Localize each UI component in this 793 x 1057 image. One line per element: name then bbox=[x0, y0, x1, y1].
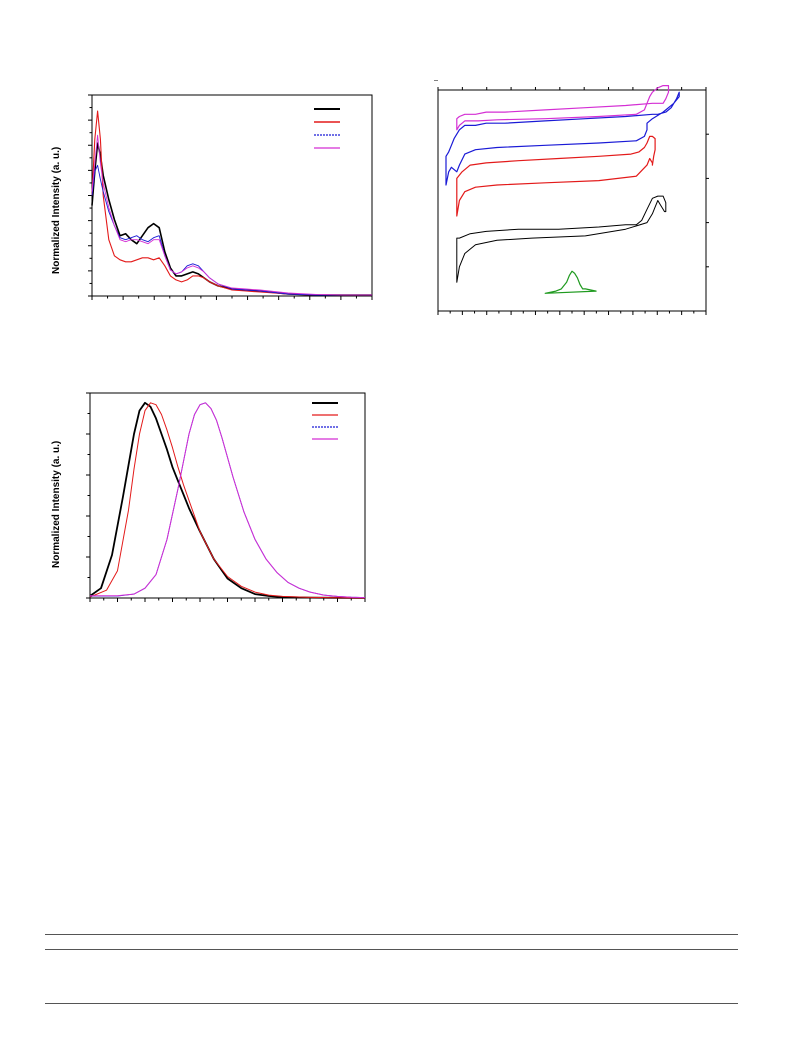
series-line-4 bbox=[91, 134, 372, 296]
series-line-3 bbox=[445, 91, 680, 186]
table-rule-mid bbox=[45, 949, 738, 950]
series-line-4 bbox=[456, 85, 670, 131]
series-line-1 bbox=[91, 142, 372, 296]
series-line-1 bbox=[456, 195, 667, 283]
absorption-chart bbox=[88, 94, 373, 300]
series-line-2 bbox=[91, 110, 372, 296]
series-line-4 bbox=[90, 402, 366, 599]
y-axis-label: Normalized Intensity (a. u.) bbox=[51, 440, 62, 568]
absorption-chart-panel: Normalized Intensity (a. u.) bbox=[40, 80, 380, 320]
table-rule-bottom bbox=[45, 1003, 738, 1004]
y-axis-label: Normalized Intensity (a. u.) bbox=[51, 146, 62, 274]
series-line-2 bbox=[456, 135, 656, 217]
plot-frame bbox=[91, 94, 373, 297]
emission-chart bbox=[86, 392, 366, 602]
series-line-5 bbox=[544, 270, 597, 294]
series-line-3 bbox=[90, 402, 366, 599]
series-line-1 bbox=[89, 401, 366, 599]
cyclic-voltammetry-panel bbox=[428, 80, 718, 320]
series-line-2 bbox=[89, 402, 366, 599]
cyclic-voltammetry-chart bbox=[434, 80, 709, 315]
table-rule-top bbox=[45, 934, 738, 935]
plot-frame bbox=[89, 392, 366, 599]
series-line-3 bbox=[91, 164, 372, 296]
emission-chart-panel: Normalized Intensity (a. u.) bbox=[40, 385, 370, 610]
plot-frame bbox=[437, 89, 707, 312]
